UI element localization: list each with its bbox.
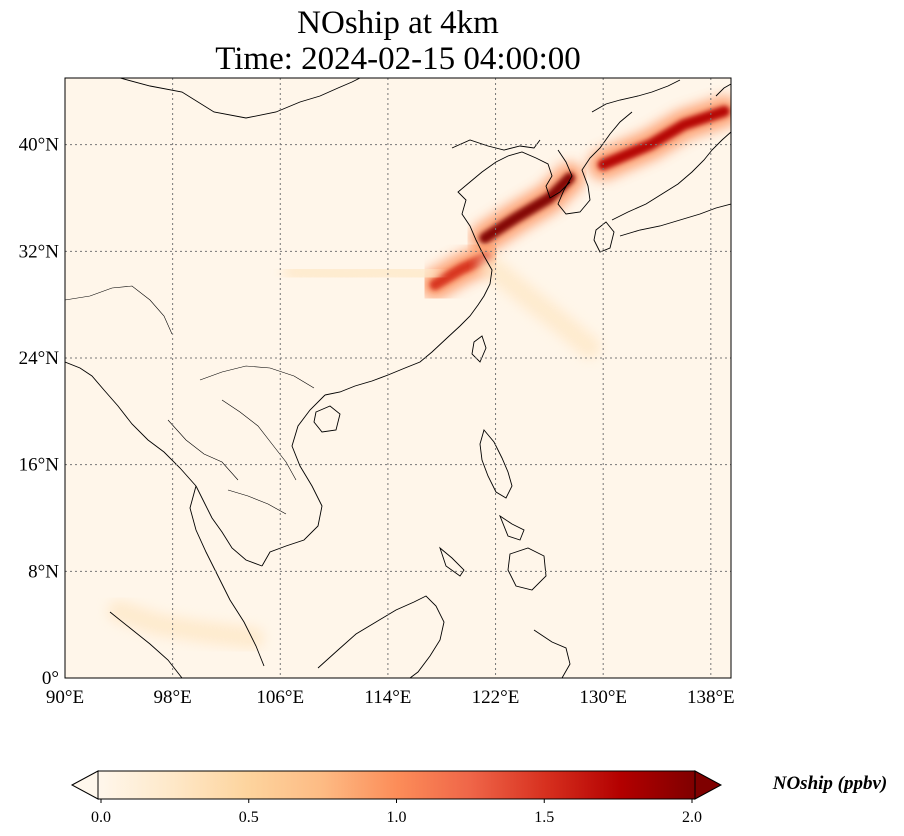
plume-core-1 [429,252,492,291]
border-cambodia [227,489,287,515]
plume-core-2 [597,105,730,171]
lat-tick-label: 16°N [19,455,60,476]
coastline-korea [557,111,633,215]
border-india-myanmar [65,285,173,335]
longitude-tick-labels: 90°E 98°E 106°E 114°E 122°E 130°E 138°E [46,687,735,708]
plume-halo-5 [107,600,265,649]
map-frame [64,77,732,679]
coastline-japan-honshu-south [619,203,731,237]
lon-tick-label: 130°E [579,687,627,708]
colorbar: 0.0 0.5 1.0 1.5 2.0 NOship (ppbv) [70,770,888,826]
lon-tick-label: 98°E [154,687,192,708]
coastline-borneo [317,595,445,678]
coastline-sulawesi [533,629,571,678]
coastline-mindanao [507,547,547,591]
latitude-tick-labels: 0° 8°N 16°N 24°N 32°N 40°N [19,135,60,689]
coastline-russia [591,79,681,113]
map-title: NOship at 4km [297,5,499,41]
coastline-gulf-thailand [195,485,263,567]
coastline-visayas [499,514,525,541]
coastline-malay-peninsula [189,485,265,667]
lon-tick-label: 90°E [46,687,84,708]
colorbar-extend-min [70,770,99,800]
plume-halo-4 [477,253,601,359]
coastline-japan-kyushu [593,221,615,253]
coastline-china [324,151,571,396]
colorbar-tick-label: 1.0 [387,809,407,826]
coastlines [65,78,731,678]
lon-tick-label: 114°E [364,687,411,708]
colorbar-bar [97,770,696,800]
border-laos-vietnam [221,399,297,481]
lon-tick-label: 122°E [472,687,520,708]
colorbar-tick-label: 2.0 [682,809,702,826]
gridlines [65,78,731,678]
lon-tick-label: 138°E [687,687,735,708]
colorbar-label: NOship (ppbv) [772,773,888,794]
coastline-japan-hokkaido [715,83,731,97]
coastline-luzon [479,429,513,499]
lat-tick-label: 24°N [19,348,60,369]
coastline-hainan [313,405,341,433]
plume-halo-3 [282,260,440,287]
colorbar-tick-label: 1.5 [534,809,554,826]
map-subtitle-time: Time: 2024-02-15 04:00:00 [215,41,581,77]
coastline-shandong [451,139,541,151]
lat-tick-label: 32°N [19,241,60,262]
border-thailand [167,419,239,481]
lat-tick-label: 40°N [19,135,60,156]
colorbar-tick-label: 0.0 [91,809,111,826]
coastline-palawan [439,546,465,577]
concentration-field [107,96,731,649]
lat-tick-label: 0° [42,668,59,689]
border-mongolia [119,78,361,119]
coastline-taiwan [471,335,487,363]
colorbar-tick-labels: 0.0 0.5 1.0 1.5 2.0 [91,799,702,826]
map-background [65,78,731,678]
colorbar-extend-max [694,770,723,800]
colorbar-tick-label: 0.5 [239,809,259,826]
border-china-south [199,365,315,389]
coastline-vietnam [261,394,326,567]
lat-tick-label: 8°N [28,561,59,582]
plume-core-0 [479,172,575,244]
coastline-myanmar [65,361,197,487]
coastline-sumatra [109,611,183,678]
lon-tick-label: 106°E [256,687,304,708]
